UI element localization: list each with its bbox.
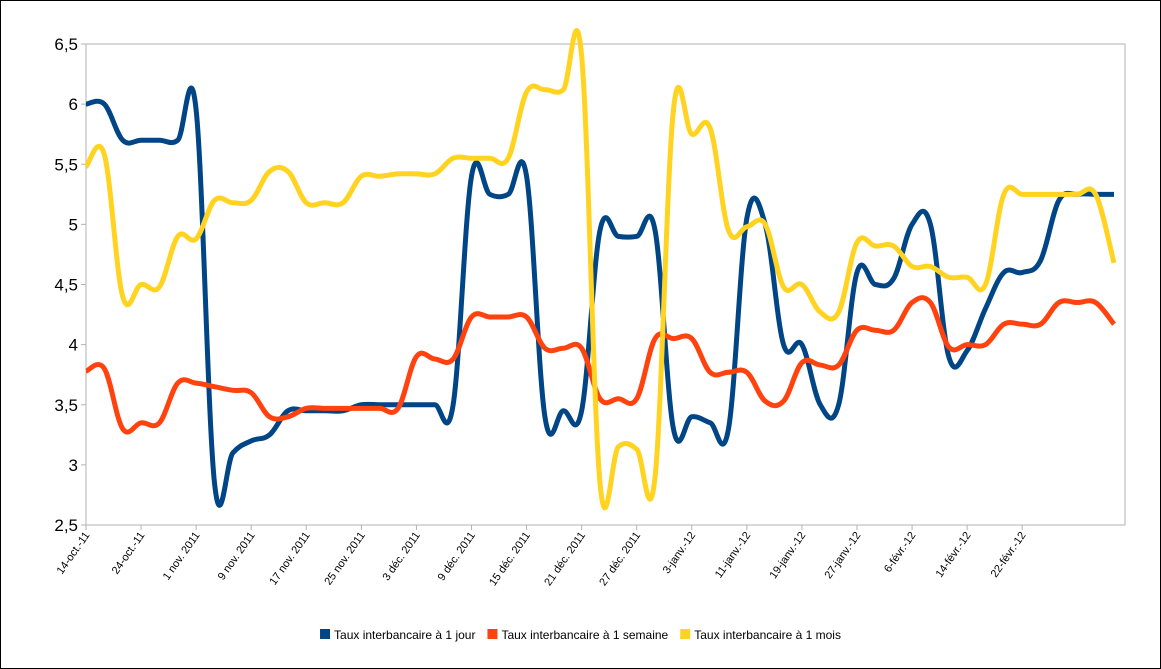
y-tick-label: 2,5 bbox=[54, 516, 78, 535]
legend-label: Taux interbancaire à 1 jour bbox=[334, 628, 475, 642]
y-tick-label: 3 bbox=[69, 456, 78, 475]
legend-label: Taux interbancaire à 1 semaine bbox=[501, 628, 668, 642]
series-line bbox=[84, 295, 1116, 435]
series-line bbox=[83, 28, 1117, 511]
y-tick-label: 3,5 bbox=[54, 396, 78, 415]
legend-swatch bbox=[320, 629, 331, 639]
y-tick-label: 5,5 bbox=[54, 155, 78, 174]
y-tick-label: 5 bbox=[69, 215, 78, 234]
legend-label: Taux interbancaire à 1 mois bbox=[694, 628, 841, 642]
y-tick-label: 6,5 bbox=[54, 35, 78, 54]
y-tick-label: 4,5 bbox=[54, 276, 78, 295]
series-line bbox=[85, 85, 1114, 508]
legend-swatch bbox=[680, 629, 691, 639]
legend: Taux interbancaire à 1 jour Taux interban… bbox=[320, 628, 841, 642]
legend-swatch bbox=[487, 629, 498, 639]
y-tick-label: 6 bbox=[69, 95, 78, 114]
y-tick-label: 4 bbox=[69, 336, 78, 355]
